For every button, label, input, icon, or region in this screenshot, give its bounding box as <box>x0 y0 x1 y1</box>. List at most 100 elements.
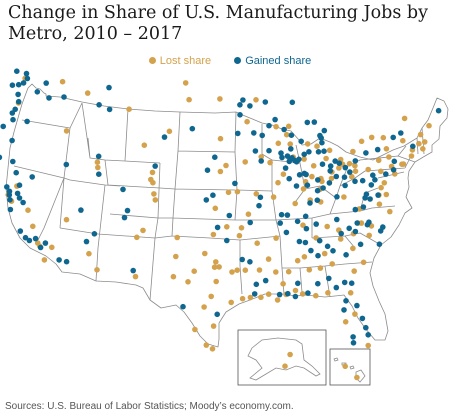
lost-share-metro-dot <box>309 173 315 180</box>
gained-share-metro-dot <box>266 147 272 154</box>
gained-share-metro-dot <box>9 137 15 144</box>
lost-share-metro-dot <box>63 128 70 134</box>
gained-share-metro-dot <box>359 315 366 322</box>
lost-share-metro-dot <box>300 186 307 192</box>
gained-share-metro-dot <box>212 154 218 160</box>
gained-share-metro-dot <box>281 126 287 133</box>
gained-share-metro-dot <box>258 158 265 164</box>
lost-share-metro-dot <box>151 191 157 197</box>
gained-share-metro-dot <box>6 188 13 195</box>
gained-share-metro-dot <box>272 116 278 123</box>
lost-share-metro-dot <box>358 138 365 145</box>
lost-share-metro-dot <box>274 297 281 303</box>
lost-share-metro-dot <box>202 250 208 257</box>
gained-share-metro-dot <box>288 132 295 138</box>
gained-share-metro-dot <box>9 82 16 88</box>
lost-share-metro-dot <box>213 259 219 265</box>
gained-share-metro-dot <box>304 182 311 188</box>
gained-share-metro-dot <box>237 102 243 108</box>
gained-share-metro-dot <box>252 148 259 154</box>
gained-share-metro-dot <box>20 199 26 206</box>
lost-share-metro-dot <box>265 256 272 262</box>
state-lines <box>13 102 425 301</box>
lost-share-metro-dot <box>242 267 249 273</box>
gained-share-metro-dot <box>375 192 381 198</box>
lost-share-metro-dot <box>350 148 356 155</box>
gained-share-metro-dot <box>277 220 284 226</box>
lost-share-metro-dot <box>301 156 307 162</box>
lost-share-metro-dot <box>225 189 232 196</box>
lost-share-metro-dot <box>126 106 132 112</box>
lost-share-metro-dot <box>329 261 336 267</box>
gained-share-metro-dot <box>368 182 375 188</box>
lost-share-metro-dot <box>244 118 250 125</box>
lost-share-metro-dot <box>49 244 55 251</box>
gained-share-metro-dot <box>352 206 359 213</box>
lost-share-metro-dot <box>273 235 279 241</box>
gained-share-metro-dot <box>240 97 246 103</box>
gained-share-metro-dot <box>298 138 305 145</box>
lost-share-metro-dot <box>216 264 222 270</box>
gained-share-metro-dot <box>34 89 41 95</box>
lost-share-metro-dot <box>234 188 241 195</box>
gained-share-metro-dot <box>180 303 186 310</box>
gained-share-metro-dot <box>365 332 372 338</box>
gained-share-metro-dot <box>354 302 360 309</box>
gained-share-metro-dot <box>376 241 383 247</box>
lost-share-metro-dot <box>386 154 392 160</box>
gained-share-metro-dot <box>347 169 353 175</box>
lost-share-metro-dot <box>211 264 218 270</box>
lost-share-metro-dot <box>378 184 384 191</box>
gained-share-metro-dot <box>23 70 30 77</box>
lost-share-metro-dot <box>210 323 217 329</box>
gained-share-metro-dot <box>251 291 258 297</box>
gained-share-metro-dot <box>46 95 52 101</box>
lost-share-metro-dot <box>325 290 331 296</box>
lost-share-metro-dot <box>366 232 373 239</box>
gained-share-metro-dot <box>13 169 19 176</box>
lost-share-metro-dot <box>420 146 426 152</box>
gained-share-metro-dot <box>302 213 309 220</box>
gained-share-metro-dot <box>343 252 349 258</box>
gained-share-metro-dot <box>214 224 221 231</box>
lost-share-metro-dot <box>300 222 306 228</box>
gained-share-metro-dot <box>366 219 372 225</box>
gained-share-metro-dot <box>210 192 216 198</box>
lost-share-metro-dot <box>245 211 252 217</box>
gained-share-metro-dot <box>367 196 373 202</box>
lost-share-metro-dot <box>201 304 207 310</box>
lost-share-metro-dot <box>94 159 101 165</box>
gained-share-metro-dot <box>251 130 257 136</box>
gained-share-metro-dot <box>341 307 347 313</box>
gained-share-metro-dot <box>303 225 310 232</box>
lost-share-metro-dot <box>341 194 347 200</box>
lost-share-metro-dot <box>323 155 329 162</box>
gained-share-metro-dot <box>15 98 22 105</box>
gained-share-metro-dot <box>253 281 260 288</box>
gained-share-metro-dot <box>313 221 320 227</box>
lost-share-metro-dot <box>217 168 224 175</box>
lost-share-metro-dot <box>217 96 223 102</box>
alaska-shape <box>247 337 321 381</box>
gained-share-metro-dot <box>61 94 67 100</box>
gained-share-metro-dot <box>257 194 264 201</box>
gained-share-metro-dot <box>315 149 322 155</box>
gained-share-metro-dot <box>24 118 30 125</box>
gained-share-metro-dot <box>22 234 29 241</box>
lost-share-metro-dot <box>192 326 198 333</box>
lost-share-metro-dot <box>380 134 387 141</box>
gained-share-metro-dot <box>342 182 348 189</box>
gained-share-metro-dot <box>283 229 290 236</box>
gained-share-metro-dot <box>262 99 269 105</box>
gained-share-metro-dot <box>78 207 84 213</box>
gained-share-metro-dot <box>296 238 303 245</box>
lost-share-metro-dot <box>270 194 277 200</box>
lost-share-metro-dot <box>360 259 367 266</box>
lost-share-metro-dot <box>166 128 173 135</box>
gained-share-metro-dot <box>292 293 299 300</box>
gained-share-metro-dot <box>321 127 328 134</box>
gained-share-metro-dot <box>315 280 321 287</box>
gained-share-metro-dot <box>294 218 301 225</box>
lost-share-metro-dot <box>228 299 234 306</box>
gained-share-metro-dot <box>0 123 6 130</box>
